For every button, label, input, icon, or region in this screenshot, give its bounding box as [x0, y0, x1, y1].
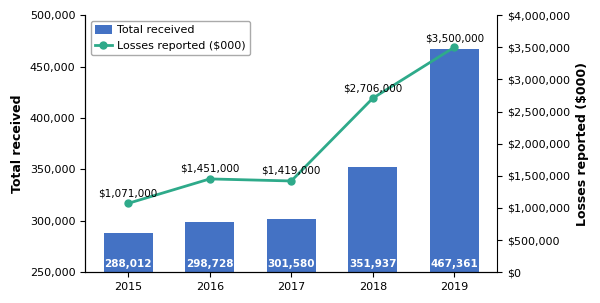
Text: 301,580: 301,580 [268, 259, 315, 269]
Bar [349, 167, 397, 303]
Y-axis label: Total received: Total received [11, 95, 24, 193]
Bar [185, 222, 234, 303]
Text: 288,012: 288,012 [104, 259, 152, 269]
Text: 467,361: 467,361 [430, 259, 478, 269]
Legend: Total received, Losses reported ($000): Total received, Losses reported ($000) [91, 21, 250, 55]
Bar [430, 49, 479, 303]
Text: $1,071,000: $1,071,000 [98, 188, 158, 198]
Y-axis label: Losses reported ($000): Losses reported ($000) [576, 62, 589, 226]
Text: $3,500,000: $3,500,000 [425, 33, 484, 43]
Text: $1,451,000: $1,451,000 [180, 164, 239, 174]
Bar [104, 233, 152, 303]
Text: $2,706,000: $2,706,000 [343, 83, 403, 93]
Bar [267, 219, 316, 303]
Text: 351,937: 351,937 [349, 259, 397, 269]
Text: $1,419,000: $1,419,000 [262, 166, 321, 176]
Text: 298,728: 298,728 [186, 259, 233, 269]
